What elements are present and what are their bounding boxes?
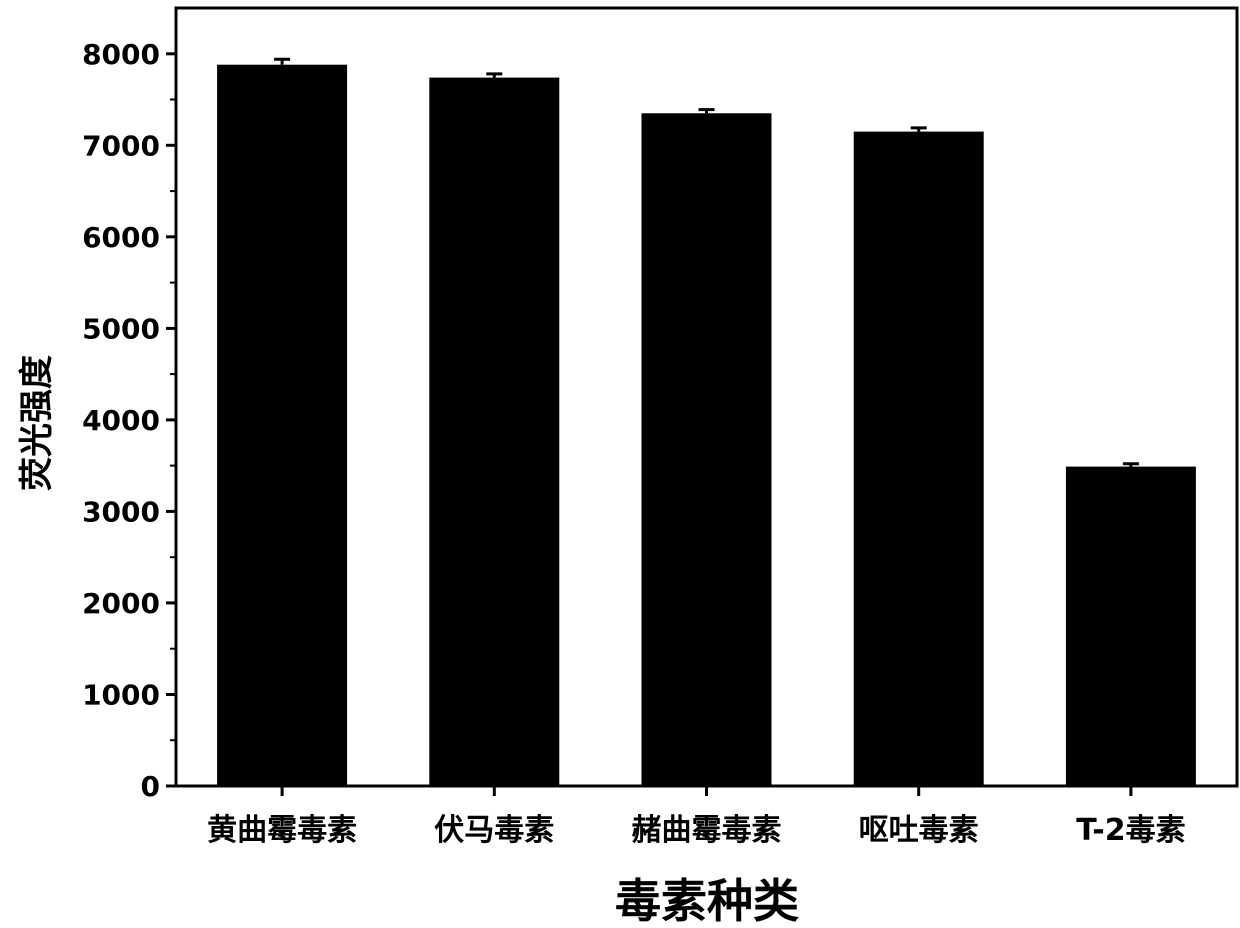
x-axis-title: 毒素种类	[615, 874, 799, 928]
y-tick-label: 1000	[82, 679, 160, 712]
x-tick-label: 伏马毒素	[434, 813, 554, 848]
y-axis-title: 荧光强度	[17, 355, 57, 491]
y-tick-label: 2000	[82, 587, 160, 620]
y-tick-label: 3000	[82, 495, 160, 528]
y-tick-label: 7000	[82, 129, 160, 162]
bar	[217, 65, 347, 786]
x-tick-label: 黄曲霉毒素	[207, 813, 357, 848]
x-tick-label: 赭曲霉毒素	[632, 813, 782, 848]
bar	[642, 113, 772, 786]
y-tick-label: 5000	[82, 312, 160, 345]
y-tick-label: 4000	[82, 404, 160, 437]
plot-area: 黄曲霉毒素 伏马毒素 赭曲霉毒素 呕吐毒素 T-2毒素 0 1000 2000 3000 4000…	[82, 8, 1237, 848]
bar	[1066, 467, 1196, 786]
x-tick-label: 呕吐毒素	[859, 813, 979, 848]
bar	[429, 78, 559, 786]
y-tick-label: 6000	[82, 221, 160, 254]
x-tick-label: T-2毒素	[1076, 813, 1185, 848]
y-tick-label: 8000	[82, 38, 160, 71]
y-tick-label: 0	[141, 770, 160, 803]
bar	[854, 132, 984, 786]
